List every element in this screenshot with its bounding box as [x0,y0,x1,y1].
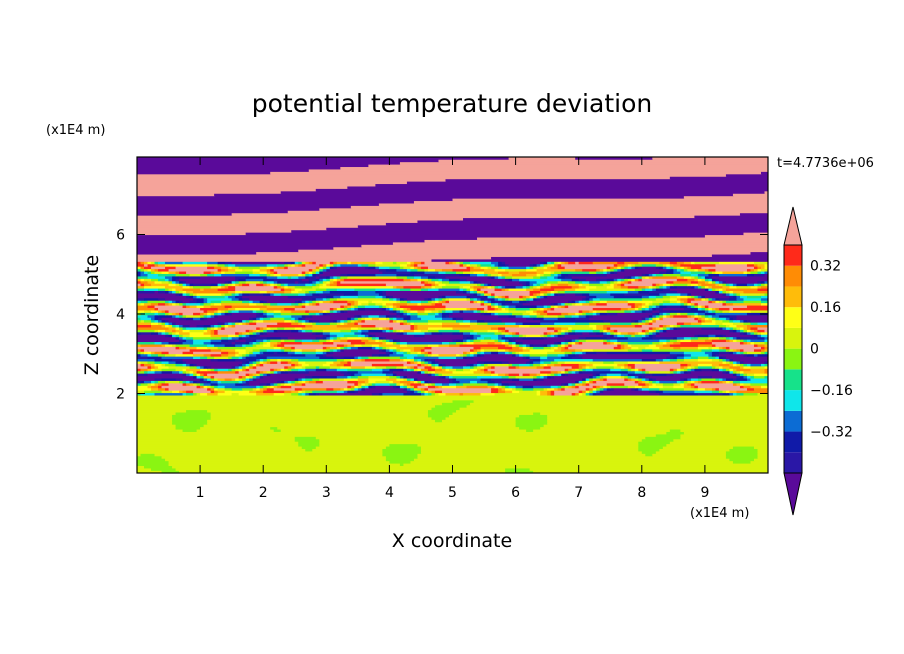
colorbar-label: 0 [810,342,819,358]
x-tick-label: 3 [322,485,331,501]
x-tick-label: 5 [448,485,457,501]
x-axis-title: X coordinate [392,530,512,552]
time-label: t=4.7736e+06 [777,156,874,171]
x-tick-label: 8 [637,485,646,501]
colorbar-swatch [784,369,802,391]
colorbar-swatch [784,390,802,411]
colorbar-swatch [784,286,802,308]
colorbar-label: 0.16 [810,300,841,316]
colorbar-label: −0.16 [810,383,853,399]
colorbar-swatch [784,265,802,287]
colorbar-frame [783,244,803,474]
y-unit-label: (x1E4 m) [46,123,105,138]
x-tick-label: 4 [385,485,394,501]
colorbar-extend-high [783,206,803,246]
colorbar-swatch [784,410,802,432]
colorbar-swatch [784,431,802,453]
colorbar-swatch [784,327,802,349]
y-axis: 2 4 6 [116,228,768,403]
colorbar-label: 0.32 [810,259,841,275]
colorbar: 0.32 0.16 0 −0.16 −0.32 [783,206,853,516]
y-axis-title: Z coordinate [81,255,103,375]
x-tick-label: 7 [574,485,583,501]
x-axis: 1 2 3 4 5 6 7 8 9 [196,157,709,501]
colorbar-swatch [784,245,802,266]
y-tick-label: 4 [116,307,125,323]
chart-title: potential temperature deviation [252,89,652,118]
x-tick-label: 2 [259,485,268,501]
y-tick-label: 2 [116,387,125,403]
x-tick-label: 1 [196,485,205,501]
y-tick-label: 6 [116,228,125,244]
x-tick-label: 9 [700,485,709,501]
x-unit-label: (x1E4 m) [690,506,749,521]
colorbar-label: −0.32 [810,425,853,441]
colorbar-extend-low [783,472,803,516]
colorbar-swatch [784,452,802,473]
field-contours [137,157,768,473]
colorbar-swatch [784,307,802,328]
colorbar-swatch [784,348,802,370]
x-tick-label: 6 [511,485,520,501]
